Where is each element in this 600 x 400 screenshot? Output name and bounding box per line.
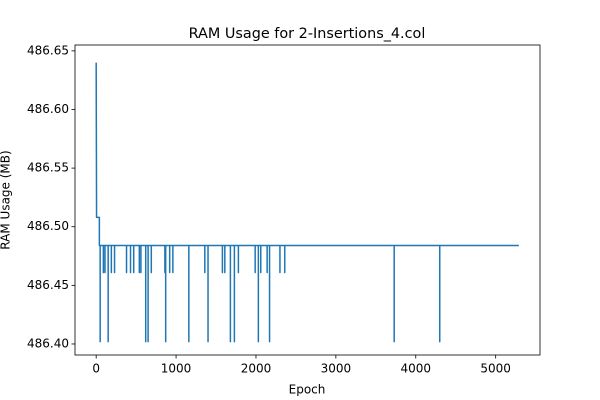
x-tick-label: 2000 [241,362,272,376]
y-tick-label: 486.40 [27,336,69,350]
x-tick-label: 5000 [480,362,511,376]
x-tick-label: 3000 [321,362,352,376]
y-tick-label: 486.50 [27,219,69,233]
x-tick-label: 1000 [161,362,192,376]
chart-title: RAM Usage for 2-Insertions_4.col [189,26,426,42]
data-line [95,62,519,343]
y-tick-label: 486.55 [27,161,69,175]
y-tick-label: 486.60 [27,102,69,116]
x-axis-label: Epoch [289,383,326,397]
x-tick-label: 4000 [400,362,431,376]
plot-frame [74,44,541,356]
y-tick-label: 486.45 [27,278,69,292]
x-tick-label: 0 [92,362,100,376]
y-tick-label: 486.65 [27,43,69,57]
y-axis-label: RAM Usage (MB) [0,150,13,249]
